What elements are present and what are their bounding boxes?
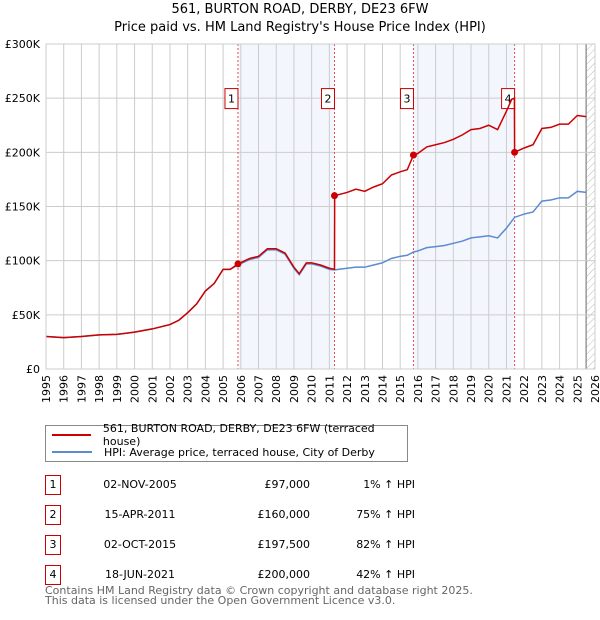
x-tick-label: 2000 xyxy=(129,375,142,403)
plot-border xyxy=(45,43,596,370)
sale-label-box xyxy=(224,88,239,110)
x-tick-label: 2012 xyxy=(341,375,354,403)
property-price-line xyxy=(45,97,587,339)
sale-point xyxy=(511,148,519,156)
sale-point xyxy=(409,151,417,159)
y-tick-label: £150K xyxy=(5,201,41,214)
legend-label: 561, BURTON ROAD, DERBY, DE23 6FW (terra… xyxy=(102,422,375,448)
y-tick-label: £100K xyxy=(5,255,41,268)
x-tick-label: 2005 xyxy=(217,375,230,403)
x-tick-label: 2024 xyxy=(554,375,567,403)
sale-label: 3 xyxy=(403,93,410,106)
x-tick-label: 2025 xyxy=(571,375,584,403)
transaction-price: £200,000 xyxy=(257,568,311,581)
transaction-price: £160,000 xyxy=(257,508,311,521)
y-tick-label: £300K xyxy=(5,38,41,51)
footer-licence: This data is licensed under the Open Gov… xyxy=(45,594,396,607)
sale-point xyxy=(330,192,338,200)
x-tick-label: 2020 xyxy=(483,375,496,403)
y-tick-label: £250K xyxy=(5,92,41,105)
sale-label: 2 xyxy=(324,93,331,106)
chart-title: 561, BURTON ROAD, DERBY, DE23 6FW xyxy=(171,2,429,17)
y-tick-label: £50K xyxy=(12,309,41,322)
x-tick-label: 2018 xyxy=(447,375,460,403)
transaction-hpi-change: 82% ↑ HPI xyxy=(356,538,415,551)
transaction-price: £97,000 xyxy=(264,478,311,491)
transaction-date: 02-NOV-2005 xyxy=(103,478,177,491)
sale-point xyxy=(234,260,242,268)
transaction-date: 15-APR-2011 xyxy=(104,508,176,521)
legend: 561, BURTON ROAD, DERBY, DE23 6FW (terra… xyxy=(45,422,408,462)
price-chart: 1995 1996 1997 1998 1999 2000 2001 2002 2003 2004… xyxy=(5,38,600,403)
sale-label: 1 xyxy=(228,93,235,106)
x-tick-label: 2010 xyxy=(306,375,319,403)
legend-item-hpi: HPI: Average price, terraced house, City… xyxy=(46,444,375,460)
x-tick-label: 2008 xyxy=(270,375,283,403)
x-tick-label: 2013 xyxy=(359,375,372,403)
sale-label-box xyxy=(320,88,335,110)
x-tick-label: 2002 xyxy=(164,375,177,403)
x-tick-label: 2014 xyxy=(376,375,389,403)
transaction-price: £197,500 xyxy=(257,538,311,551)
transaction-date: 02-OCT-2015 xyxy=(103,538,177,551)
blue-line-icon xyxy=(52,451,92,453)
x-tick-label: 1997 xyxy=(75,375,88,403)
transaction-hpi-change: 42% ↑ HPI xyxy=(356,568,415,581)
y-tick-label: £0 xyxy=(26,363,40,376)
x-tick-label: 2023 xyxy=(536,375,549,403)
x-tick-label: 2021 xyxy=(500,375,513,403)
x-tick-label: 2015 xyxy=(394,375,407,403)
x-tick-label: 1999 xyxy=(111,375,124,403)
x-tick-label: 1998 xyxy=(93,375,106,403)
x-tick-label: 2016 xyxy=(412,375,425,403)
x-tick-label: 2022 xyxy=(518,375,531,403)
x-tick-label: 2001 xyxy=(146,375,159,403)
footer-copyright: Contains HM Land Registry data © Crown c… xyxy=(45,584,473,597)
transaction-date: 18-JUN-2021 xyxy=(104,568,176,581)
x-tick-label: 2011 xyxy=(323,375,336,403)
y-tick-label: £200K xyxy=(5,146,41,159)
transaction-number: 3 xyxy=(45,535,61,555)
red-line-icon xyxy=(52,434,91,436)
sale-label-box xyxy=(399,88,414,110)
transaction-hpi-change: 1% ↑ HPI xyxy=(363,478,415,491)
x-tick-label: 2017 xyxy=(430,375,443,403)
x-tick-label: 2026 xyxy=(589,375,600,403)
x-tick-label: 2019 xyxy=(465,375,478,403)
transaction-number: 1 xyxy=(45,475,61,495)
x-tick-label: 2004 xyxy=(199,375,212,403)
x-tick-label: 1995 xyxy=(40,375,53,403)
legend-item-property: 561, BURTON ROAD, DERBY, DE23 6FW (terra… xyxy=(46,422,407,448)
transaction-number: 4 xyxy=(45,565,61,585)
transaction-number: 2 xyxy=(45,505,61,525)
x-tick-label: 2007 xyxy=(253,375,266,403)
sale-label: 4 xyxy=(505,93,512,106)
chart-subtitle: Price paid vs. HM Land Registry's House … xyxy=(114,20,486,35)
x-tick-label: 2009 xyxy=(288,375,301,403)
transaction-hpi-change: 75% ↑ HPI xyxy=(356,508,415,521)
legend-label: HPI: Average price, terraced house, City… xyxy=(104,445,375,459)
x-tick-label: 1996 xyxy=(58,375,71,403)
x-tick-label: 2003 xyxy=(182,375,195,403)
x-tick-label: 2006 xyxy=(235,375,248,403)
